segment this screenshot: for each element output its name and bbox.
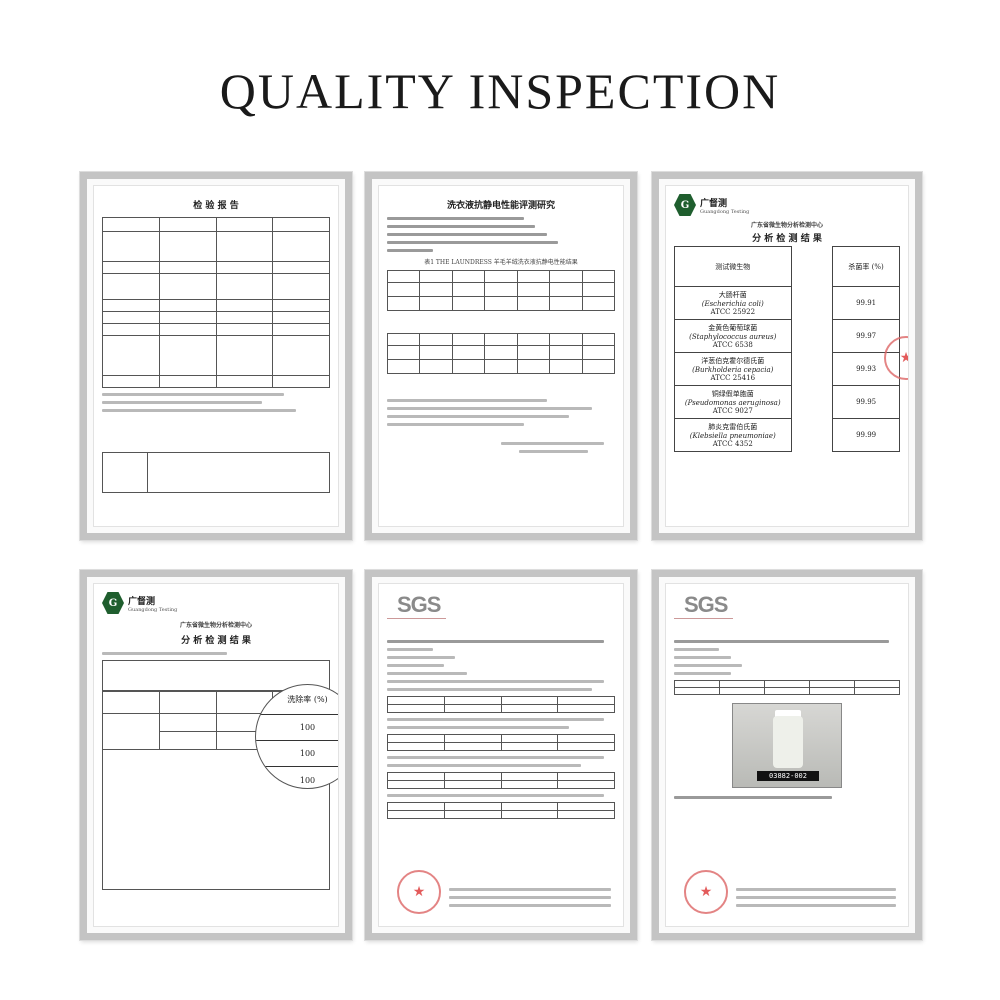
wash-rate-value: 100 <box>256 715 338 741</box>
rate-cell: 99.91 <box>832 286 900 320</box>
doc-heading: 分 析 检 测 结 果 <box>181 636 251 646</box>
sgs-report-doc: SGS ★ <box>365 570 637 940</box>
org-name: 广东省微生物分析检测中心 <box>179 622 252 629</box>
organism-cell: 铜绿假单胞菌 (Pseudomonas aeruginosa) ATCC 9027 <box>674 385 792 419</box>
rate-cell: 99.95 <box>832 385 900 419</box>
gdt-logo-icon: G <box>674 194 696 216</box>
sample-photo: 03882-002 <box>732 703 842 788</box>
microbial-test-doc: G 广督测 Guangdong Testing 广东省微生物分析检测中心 分 析 检… <box>652 172 922 540</box>
doc-heading: 分 析 检 测 结 果 <box>752 234 822 244</box>
organism-cell: 大肠杆菌 (Escherichia coli) ATCC 25922 <box>674 286 792 320</box>
magnifier-callout: 洗除率 (%) 100 100 100 <box>255 684 338 789</box>
rate-cell: 99.97 <box>832 319 900 353</box>
doc-title: 检 验 报 告 <box>193 201 239 211</box>
table-caption: 表1 THE LAUNDRESS 羊毛羊绒洗衣液抗静电性能结果 <box>424 259 578 266</box>
organism-cell: 金黄色葡萄球菌 (Staphylococcus aureus) ATCC 6538 <box>674 319 792 353</box>
sgs-logo: SGS <box>387 592 447 619</box>
red-stamp: ★ <box>684 870 728 914</box>
red-stamp: ★ <box>397 870 441 914</box>
wash-rate-value: 100 <box>299 775 316 785</box>
organism-cell: 肺炎克雷伯氏菌 (Klebsiella pneumoniae) ATCC 4352 <box>674 418 792 452</box>
inspection-report-doc: 检 验 报 告 <box>80 172 352 540</box>
wash-rate-value: 100 <box>256 741 338 767</box>
organism-cell: 洋葱伯克霍尔德氏菌 (Burkholderia cepacia) ATCC 2541… <box>674 352 792 386</box>
rate-cell: 99.99 <box>832 418 900 452</box>
gdt-logo: G 广督测 Guangdong Testing <box>102 592 330 614</box>
gdt-logo-icon: G <box>102 592 124 614</box>
org-name: 广东省微生物分析检测中心 <box>750 222 823 229</box>
antistatic-study-doc: 洗衣液抗静电性能评测研究 表1 THE LAUNDRESS 羊毛羊绒洗衣液抗静电… <box>365 172 637 540</box>
sample-label: 03882-002 <box>757 771 819 781</box>
wash-rate-doc: G 广督测 Guangdong Testing 广东省微生物分析检测中心 分 析 检… <box>80 570 352 940</box>
doc-title: 洗衣液抗静电性能评测研究 <box>446 201 555 211</box>
sgs-logo: SGS <box>674 592 734 619</box>
sgs-sample-doc: SGS 03882-002 ★ <box>652 570 922 940</box>
gdt-logo: G 广督测 Guangdong Testing <box>674 194 900 216</box>
page-title: QUALITY INSPECTION <box>219 63 781 119</box>
report-table <box>102 217 330 388</box>
